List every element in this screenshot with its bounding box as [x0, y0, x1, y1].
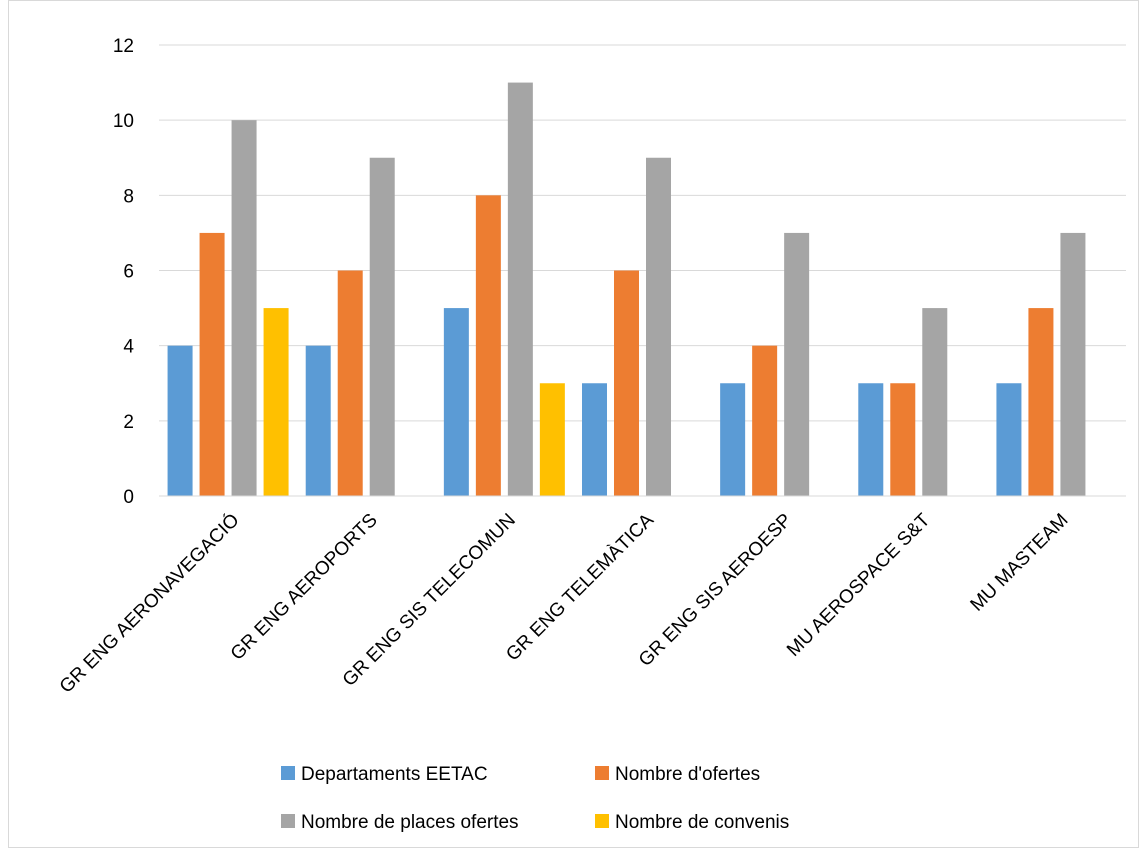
y-tick-label: 6	[123, 262, 134, 283]
bar	[752, 345, 778, 496]
bar	[1028, 308, 1054, 496]
chart-frame: 0 2 4 6 8 10 12 GR ENG AERONAVEGACIÓ GR ENG AER…	[8, 0, 1139, 848]
bar	[784, 232, 810, 496]
bar	[858, 383, 884, 496]
bar	[231, 120, 257, 497]
x-tick-label: MU MASTEAM	[967, 510, 1073, 616]
x-tick-label: GR ENG TELEMÀTICA	[502, 509, 658, 665]
legend-swatch	[595, 814, 609, 828]
y-axis-ticks: 0 2 4 6 8 10 12	[113, 36, 135, 508]
legend-swatch	[281, 766, 295, 780]
bars	[167, 82, 1086, 497]
bar	[305, 345, 331, 496]
gridlines	[159, 44, 1126, 422]
bar	[890, 383, 916, 496]
bar	[369, 157, 395, 496]
y-tick-label: 0	[123, 487, 134, 508]
bar	[475, 195, 501, 497]
bar	[507, 82, 533, 496]
bar	[167, 345, 193, 496]
legend: Departaments EETAC Nombre d'ofertes Nombre…	[281, 764, 789, 833]
bar	[646, 157, 671, 496]
legend-label: Nombre de places ofertes	[301, 812, 519, 833]
y-tick-label: 4	[123, 337, 134, 358]
x-tick-label: GR ENG SIS AEROESP	[635, 510, 796, 671]
bar	[922, 308, 948, 496]
bar	[539, 383, 565, 496]
bar	[996, 383, 1022, 496]
legend-label: Nombre de convenis	[615, 812, 789, 833]
y-tick-label: 12	[113, 36, 134, 57]
x-tick-label: MU AEROSPACE S&T	[783, 509, 934, 660]
x-tick-label: GR ENG AERONAVEGACIÓ	[55, 509, 244, 698]
bar	[720, 383, 746, 496]
x-tick-label: GR ENG AEROPORTS	[227, 510, 382, 665]
bar	[263, 308, 289, 496]
bar	[614, 270, 639, 496]
bar	[582, 383, 607, 496]
bar	[443, 308, 469, 496]
y-tick-label: 10	[113, 111, 134, 132]
legend-swatch	[281, 814, 295, 828]
bar	[337, 270, 363, 496]
bar	[1060, 232, 1086, 496]
y-tick-label: 2	[123, 412, 134, 433]
bar	[199, 232, 225, 496]
legend-label: Departaments EETAC	[301, 764, 488, 785]
legend-swatch	[595, 766, 609, 780]
legend-label: Nombre d'ofertes	[615, 764, 760, 785]
y-tick-label: 8	[123, 186, 134, 207]
